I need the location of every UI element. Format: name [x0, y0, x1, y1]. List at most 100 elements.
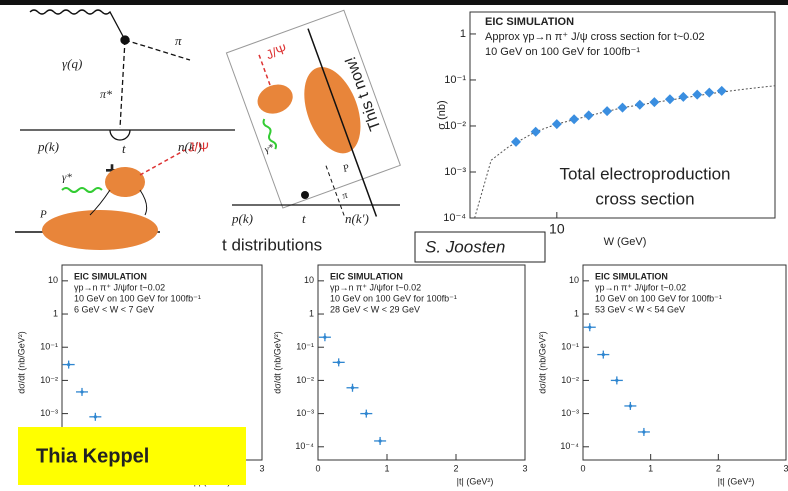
note: Total electroproduction [559, 164, 730, 183]
vertex-arc [110, 130, 130, 140]
label: γ* [62, 172, 72, 184]
annotation: 10 GeV on 100 GeV for 100fb⁻¹ [485, 46, 640, 58]
caption: t distributions [222, 235, 322, 254]
diagram-3: J/Ψ γ* P π This t now! [226, 10, 414, 245]
speaker: Thia Keppel [36, 445, 149, 467]
annotation: Approx γp→n π⁺ J/ψ cross section for t~0… [485, 31, 705, 43]
x-tick-label: 1 [648, 463, 653, 473]
label: n(k′) [345, 211, 369, 226]
credit: S. Joosten [425, 237, 505, 256]
y-tick-label: 10⁻⁴ [295, 441, 314, 451]
label: π [341, 189, 350, 201]
label: t [122, 141, 126, 156]
point [552, 119, 562, 129]
y-tick-label: 10⁻³ [40, 408, 58, 418]
annotation: γp→n π⁺ J/ψfor t~0.02 [595, 282, 686, 292]
point [365, 412, 368, 415]
point [67, 363, 70, 366]
point [678, 92, 688, 102]
point [635, 100, 645, 110]
y-tick-label: 1 [460, 28, 466, 40]
annotation: EIC SIMULATION [595, 271, 668, 281]
point [602, 353, 605, 356]
y-tick-label: 10⁻³ [444, 166, 466, 178]
y-axis-label: dσ/dt (nb/GeV²) [537, 331, 547, 394]
x-tick-label: 3 [259, 463, 264, 473]
point [642, 430, 645, 433]
y-axis-label: σ (nb) [436, 100, 448, 129]
y-tick-label: 10⁻² [561, 375, 579, 385]
point [629, 404, 632, 407]
x-axis-label: |t| (GeV²) [718, 476, 755, 486]
label: t [302, 211, 306, 226]
point [665, 94, 675, 104]
y-axis-label: dσ/dt (nb/GeV²) [272, 331, 282, 394]
point [511, 137, 521, 147]
y-axis-label: dσ/dt (nb/GeV²) [16, 331, 26, 394]
point [692, 90, 702, 100]
label: π [175, 33, 182, 48]
y-tick-label: 10⁻¹ [444, 74, 466, 86]
point [351, 386, 354, 389]
label: γ(q) [62, 56, 82, 71]
x-tick-label: 3 [522, 463, 527, 473]
point [80, 390, 83, 393]
annotation: 10 GeV on 100 GeV for 100fb⁻¹ [330, 293, 457, 303]
y-tick-label: 1 [309, 308, 314, 318]
annotation: EIC SIMULATION [485, 16, 574, 28]
annotation: γp→n π⁺ J/ψfor t~0.02 [74, 282, 165, 292]
label: p(k) [231, 211, 253, 226]
label: J/Ψ [188, 139, 209, 154]
y-tick-label: 10⁻³ [296, 408, 314, 418]
y-tick-label: 10⁻¹ [296, 342, 314, 352]
y-tick-label: 10⁻¹ [40, 342, 58, 352]
label: π* [100, 87, 112, 101]
x-tick-label: 1 [384, 463, 389, 473]
x-tick-label: 2 [716, 463, 721, 473]
point [618, 103, 628, 113]
x-tick-label: 3 [783, 463, 788, 473]
annotation: γp→n π⁺ J/ψfor t~0.02 [330, 282, 421, 292]
point [337, 361, 340, 364]
y-tick-label: 10 [304, 275, 314, 285]
annotation: 28 GeV < W < 29 GeV [330, 304, 420, 314]
x-tick-label: 10 [549, 221, 565, 237]
x-tick-label: 0 [315, 463, 320, 473]
annotation: 6 GeV < W < 7 GeV [74, 304, 154, 314]
y-tick-label: 1 [574, 308, 579, 318]
point [588, 326, 591, 329]
diagram-2 [15, 150, 185, 250]
y-tick-label: 10⁻² [296, 375, 314, 385]
point [615, 379, 618, 382]
label: J/Ψ [264, 41, 289, 62]
photon-line [30, 10, 125, 40]
point [704, 88, 714, 98]
y-tick-label: 10⁻⁴ [443, 212, 466, 224]
annotation: 10 GeV on 100 GeV for 100fb⁻¹ [74, 293, 201, 303]
annotation: EIC SIMULATION [74, 271, 147, 281]
x-axis-label: W (GeV) [604, 236, 647, 248]
slide: γ(q) π π* t p(k) n(k′) + J/Ψ γ* P J/Ψ γ*… [0, 0, 788, 491]
point [569, 114, 579, 124]
y-tick-label: 10 [48, 275, 58, 285]
annotation: 53 GeV < W < 54 GeV [595, 304, 685, 314]
annotation: EIC SIMULATION [330, 271, 403, 281]
y-tick-label: 10⁻³ [561, 408, 579, 418]
point [531, 127, 541, 137]
point [649, 97, 659, 107]
y-tick-label: 10 [569, 275, 579, 285]
label: P [39, 209, 47, 221]
point [584, 110, 594, 120]
point [602, 106, 612, 116]
virtual-pion-line [120, 40, 125, 128]
point [379, 439, 382, 442]
y-tick-label: 10⁻² [40, 375, 58, 385]
note: cross section [595, 189, 694, 208]
label: p(k) [37, 139, 59, 154]
diagram-1 [20, 10, 235, 140]
label: γ* [263, 142, 275, 155]
vertex [121, 36, 129, 44]
y-tick-label: 10⁻¹ [561, 342, 579, 352]
x-tick-label: 0 [580, 463, 585, 473]
x-axis-label: |t| (GeV²) [457, 476, 494, 486]
